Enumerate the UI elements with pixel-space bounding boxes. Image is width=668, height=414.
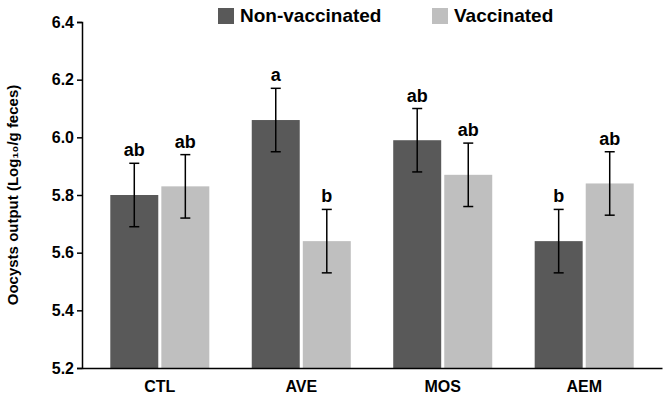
error-bar-cap [463, 142, 473, 144]
error-bar-cap [412, 108, 422, 110]
y-axis: 5.2 5.4 5.6 5.8 6.0 6.2 6.4 [52, 14, 83, 377]
error-bar-cap [271, 151, 281, 153]
legend: Non-vaccinated Vaccinated [218, 5, 553, 26]
y-tick: 5.4 [52, 302, 82, 319]
error-bar-cap [554, 209, 564, 211]
y-axis-line [77, 23, 83, 369]
error-bar-stem [468, 143, 470, 206]
y-tick: 6.2 [52, 71, 82, 88]
error-bar-stem [134, 163, 136, 226]
y-tick-label: 5.2 [52, 360, 74, 377]
legend-item: Non-vaccinated [218, 5, 381, 26]
error-bar [463, 143, 473, 206]
bar [393, 140, 441, 368]
error-bar [412, 109, 422, 172]
y-tick-label: 6.4 [52, 14, 74, 31]
significance-letter: ab [124, 140, 145, 160]
y-tick-mark [77, 195, 82, 197]
x-tick: AVE [285, 368, 317, 395]
y-tick: 5.2 [52, 360, 82, 377]
legend-label: Vaccinated [454, 5, 553, 26]
error-bar [554, 209, 564, 272]
error-bar-cap [322, 272, 332, 274]
significance-letter: ab [175, 132, 196, 152]
error-bar [322, 209, 332, 272]
y-tick: 5.8 [52, 187, 82, 204]
legend-swatch [218, 8, 234, 24]
y-tick-label: 6.2 [52, 71, 74, 88]
significance-letter: b [553, 186, 564, 206]
x-tick: MOS [425, 368, 462, 395]
y-tick-mark [77, 137, 82, 139]
error-bar-stem [326, 209, 328, 272]
error-bar-cap [322, 209, 332, 211]
y-tick: 6.0 [52, 129, 82, 146]
error-bar-stem [185, 155, 187, 218]
x-axis-line [83, 368, 663, 370]
error-bar-cap [129, 226, 139, 228]
y-axis-title: Oocysts output (Log₁₀/g feces) [4, 85, 21, 305]
error-bar [605, 152, 615, 215]
significance-letter: b [321, 186, 332, 206]
x-tick: AEM [566, 368, 602, 395]
significance-letter: a [271, 65, 282, 85]
error-bar-cap [271, 88, 281, 90]
significance-letter: ab [599, 129, 620, 149]
y-tick-mark [77, 79, 82, 81]
legend-label: Non-vaccinated [240, 5, 381, 26]
error-bar-cap [554, 272, 564, 274]
y-tick-label: 5.4 [52, 302, 74, 319]
y-tick-label: 6.0 [52, 129, 74, 146]
y-tick-mark [77, 252, 82, 254]
y-tick: 5.6 [52, 244, 82, 261]
error-bar-stem [558, 209, 560, 272]
error-bar-cap [412, 171, 422, 173]
y-tick-label: 5.8 [52, 187, 74, 204]
x-tick: CTL [144, 368, 175, 395]
significance-letter: ab [407, 86, 428, 106]
x-tick-label: CTL [144, 378, 175, 395]
y-tick-mark [77, 368, 82, 370]
error-bar-cap [180, 154, 190, 156]
error-bar-stem [416, 109, 418, 172]
y-tick-mark [77, 22, 82, 24]
x-axis: CTL AVE MOS AEM [83, 368, 663, 395]
error-bar [129, 163, 139, 226]
error-bar-cap [463, 206, 473, 208]
error-bar-cap [129, 163, 139, 165]
y-tick-mark [77, 310, 82, 312]
legend-swatch [432, 8, 448, 24]
error-bar-cap [605, 151, 615, 153]
x-tick-label: AVE [285, 378, 317, 395]
error-bar [271, 88, 281, 151]
legend-item: Vaccinated [432, 5, 553, 26]
error-bar-stem [275, 88, 277, 151]
significance-letter: ab [458, 120, 479, 140]
error-bar-cap [605, 214, 615, 216]
error-bar-stem [609, 152, 611, 215]
chart: ab a ab b ab b ab ab 5.2 5.4 5.6 5.8 6.0 6.2 6.4 CTL AVE… [0, 0, 668, 414]
y-tick: 6.4 [52, 14, 82, 31]
plot-area [110, 88, 633, 368]
error-bar [180, 155, 190, 218]
bar [252, 120, 300, 368]
x-tick-label: MOS [425, 378, 462, 395]
error-bar-cap [180, 217, 190, 219]
y-tick-label: 5.6 [52, 244, 74, 261]
x-tick-label: AEM [566, 378, 602, 395]
